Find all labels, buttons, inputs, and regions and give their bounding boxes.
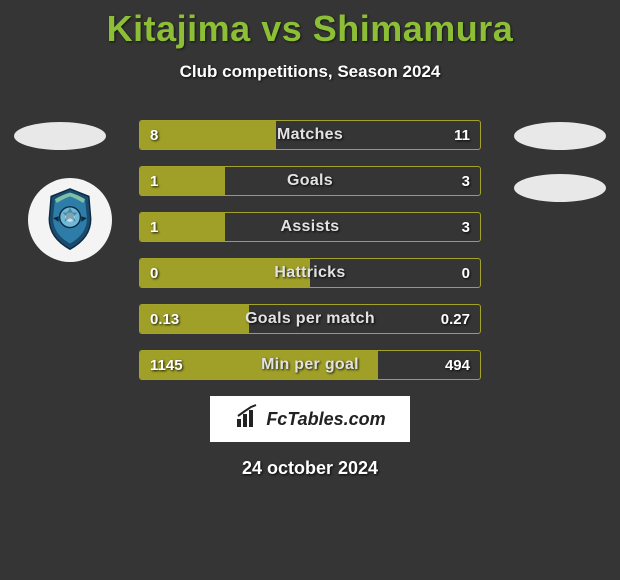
- stat-right-value: 11: [454, 121, 470, 149]
- date-label: 24 october 2024: [0, 458, 620, 479]
- stat-label: Hattricks: [140, 259, 480, 287]
- player-oval-right-1: [514, 122, 606, 150]
- stat-right-value: 0.27: [441, 305, 470, 333]
- stat-row: 1Assists3: [139, 212, 481, 242]
- footer-brand[interactable]: FcTables.com: [210, 396, 410, 442]
- stat-label: Goals per match: [140, 305, 480, 333]
- stat-label: Matches: [140, 121, 480, 149]
- subtitle: Club competitions, Season 2024: [0, 62, 620, 82]
- stat-right-value: 494: [445, 351, 470, 379]
- club-crest-icon: [28, 178, 112, 262]
- chart-icon: [234, 404, 260, 435]
- stat-label: Min per goal: [140, 351, 480, 379]
- stat-right-value: 0: [462, 259, 470, 287]
- stat-label: Assists: [140, 213, 480, 241]
- player-oval-right-2: [514, 174, 606, 202]
- footer-brand-text: FcTables.com: [266, 409, 385, 430]
- stat-label: Goals: [140, 167, 480, 195]
- stat-right-value: 3: [462, 213, 470, 241]
- page-title: Kitajima vs Shimamura: [0, 0, 620, 50]
- stat-right-value: 3: [462, 167, 470, 195]
- stat-row: 8Matches11: [139, 120, 481, 150]
- stat-row: 0Hattricks0: [139, 258, 481, 288]
- stat-row: 1Goals3: [139, 166, 481, 196]
- stat-row: 1145Min per goal494: [139, 350, 481, 380]
- comparison-panel: 8Matches11 1Goals3 1Assists3 0Hattricks0 0.1…: [0, 120, 620, 380]
- stat-bars: 8Matches11 1Goals3 1Assists3 0Hattricks0 0.1…: [139, 120, 481, 380]
- player-oval-left: [14, 122, 106, 150]
- stat-row: 0.13Goals per match0.27: [139, 304, 481, 334]
